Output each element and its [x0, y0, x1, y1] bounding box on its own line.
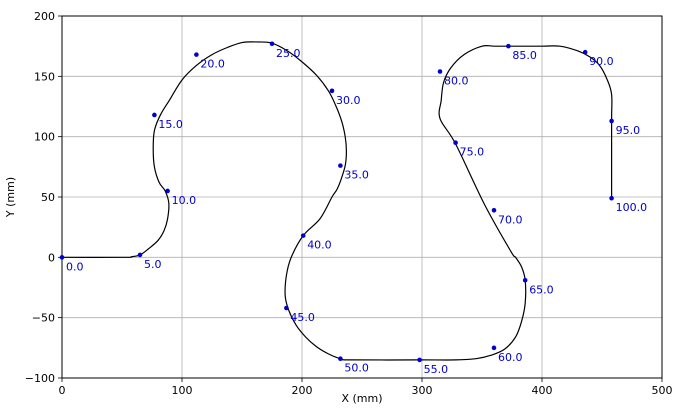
axis-ticks: 0 100 200 300 400 500 −100 −50 0 50 100 150 200 — [25, 10, 673, 397]
waypoint-marker — [491, 207, 497, 213]
waypoint-marker — [194, 52, 199, 57]
waypoint-marker — [453, 140, 458, 145]
y-tick-label: 150 — [34, 70, 55, 83]
waypoint-label: 100.0 — [616, 201, 648, 214]
waypoint-label: 85.0 — [512, 49, 537, 62]
x-axis-label: X (mm) — [341, 392, 382, 405]
waypoint-label: 75.0 — [460, 146, 485, 159]
waypoint-marker — [59, 255, 65, 260]
x-tick-label: 500 — [652, 384, 673, 397]
waypoint-label: 25.0 — [276, 47, 301, 60]
waypoint-label: 35.0 — [344, 169, 369, 182]
y-axis-label: Y (mm) — [4, 177, 17, 218]
waypoint-marker — [338, 356, 343, 361]
waypoint-label: 40.0 — [307, 239, 332, 252]
waypoint-marker — [165, 188, 170, 194]
waypoint-marker — [609, 118, 614, 124]
x-tick-label: 300 — [412, 384, 433, 397]
waypoint-label: 10.0 — [172, 194, 197, 207]
waypoint-marker — [300, 233, 306, 238]
waypoint-marker — [522, 277, 528, 283]
y-tick-label: 200 — [34, 10, 55, 23]
waypoint-marker — [137, 252, 143, 258]
x-tick-label: 200 — [292, 384, 313, 397]
waypoint-marker — [506, 43, 511, 49]
waypoint-markers: 0.0 5.0 10.0 15.0 20.0 25.0 30.0 35.0 40.0 45.0 50… — [59, 41, 648, 376]
waypoint-marker — [609, 195, 614, 201]
y-tick-label: −50 — [32, 312, 55, 325]
waypoint-label: 60.0 — [498, 351, 523, 364]
waypoint-label: 0.0 — [66, 260, 84, 273]
waypoint-label: 65.0 — [529, 283, 554, 296]
waypoint-label: 50.0 — [344, 362, 369, 375]
waypoint-marker — [284, 305, 289, 311]
waypoint-label: 15.0 — [158, 118, 183, 131]
x-tick-label: 400 — [532, 384, 553, 397]
waypoint-label: 45.0 — [290, 311, 315, 324]
x-tick-label: 100 — [172, 384, 193, 397]
waypoint-marker — [269, 41, 275, 47]
waypoint-label: 30.0 — [336, 94, 361, 107]
waypoint-label: 90.0 — [589, 55, 614, 68]
waypoint-label: 5.0 — [144, 258, 162, 271]
waypoint-marker — [491, 345, 497, 351]
waypoint-label: 80.0 — [444, 75, 469, 88]
waypoint-marker — [417, 357, 422, 363]
waypoint-marker — [582, 49, 588, 55]
waypoint-marker — [152, 112, 157, 118]
waypoint-label: 20.0 — [200, 58, 225, 71]
trajectory-line — [61, 41, 613, 361]
grid-lines — [61, 15, 663, 379]
waypoint-marker — [329, 88, 335, 94]
y-tick-label: 50 — [41, 191, 55, 204]
y-tick-label: 100 — [34, 131, 55, 144]
waypoint-marker — [437, 69, 443, 74]
waypoint-label: 95.0 — [616, 124, 641, 137]
waypoint-label: 55.0 — [424, 363, 449, 376]
y-tick-label: −100 — [25, 372, 55, 385]
y-tick-label: 0 — [48, 251, 55, 264]
x-tick-label: 0 — [59, 384, 66, 397]
waypoint-label: 70.0 — [498, 213, 523, 226]
waypoint-marker — [338, 163, 343, 168]
